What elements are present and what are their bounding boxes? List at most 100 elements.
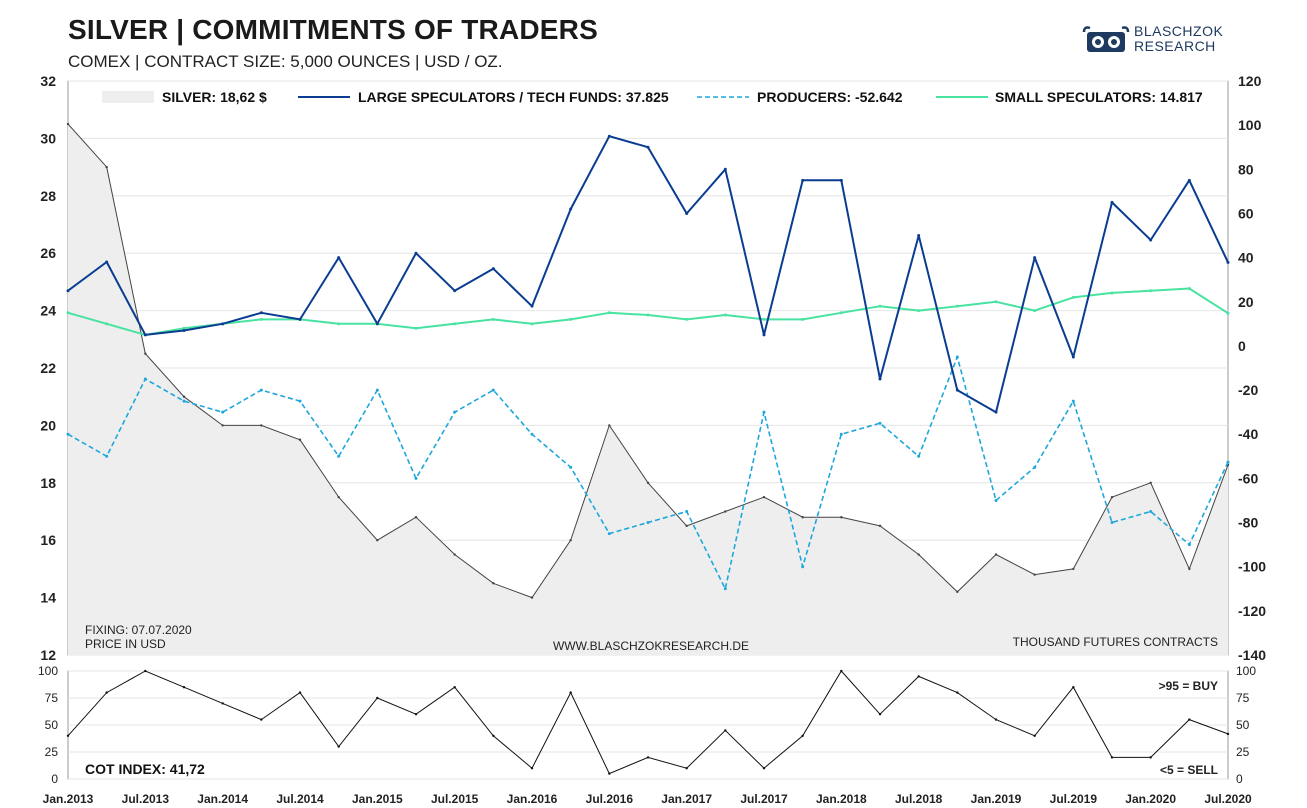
- cot-index-point: [801, 734, 804, 737]
- large-specs-point: [105, 260, 109, 264]
- cot-left-tick-label: 0: [51, 772, 58, 786]
- large-specs-point: [182, 328, 186, 332]
- left-axis-tick-label: 26: [40, 245, 56, 261]
- cot-index-point: [917, 675, 920, 678]
- producers-point: [839, 432, 843, 436]
- large-specs-point: [530, 304, 534, 308]
- silver-price-point: [608, 424, 611, 427]
- cot-index-point: [105, 691, 108, 694]
- large-specs-point: [1110, 200, 1114, 204]
- silver-price-point: [530, 596, 534, 599]
- cot-left-tick-label: 50: [45, 718, 59, 732]
- small-specs-point: [1187, 287, 1191, 291]
- producers-point: [66, 432, 70, 436]
- producers-point: [1226, 460, 1230, 464]
- cot-index-point: [1149, 756, 1152, 759]
- left-axis-tick-label: 24: [40, 303, 56, 319]
- cot-left-tick-label: 75: [45, 691, 59, 705]
- small-specs-point: [259, 317, 263, 321]
- small-specs-point: [1071, 295, 1075, 299]
- right-axis-tick-label: -60: [1238, 470, 1258, 486]
- small-specs-point: [453, 322, 457, 326]
- cot-left-tick-label: 100: [38, 664, 58, 678]
- cot-index-point: [1188, 718, 1191, 721]
- producers-point: [801, 565, 805, 569]
- small-specs-point: [723, 313, 727, 317]
- cot-index-point: [569, 691, 572, 694]
- small-specs-point: [646, 313, 650, 317]
- cot-right-tick-label: 50: [1236, 718, 1250, 732]
- right-axis-tick-label: -40: [1238, 426, 1258, 442]
- cot-index-point: [144, 669, 147, 673]
- large-specs-point: [685, 211, 689, 215]
- cot-index-point: [337, 745, 340, 748]
- silver-price-point: [1033, 573, 1036, 576]
- x-axis-tick-label: Jan.2018: [816, 792, 867, 806]
- large-specs-point: [917, 234, 921, 238]
- cot-index-point: [685, 767, 688, 770]
- buy-signal-note: >95 = BUY: [1159, 679, 1218, 693]
- right-axis-tick-label: -140: [1238, 647, 1266, 663]
- producers-point: [491, 388, 495, 392]
- producers-point: [878, 421, 882, 425]
- silver-price-point: [414, 516, 418, 519]
- producers-point: [1187, 543, 1191, 547]
- large-specs-point: [491, 267, 495, 271]
- large-specs-point: [1226, 260, 1230, 264]
- producers-point: [298, 399, 302, 403]
- silver-price-point: [453, 553, 456, 556]
- x-axis-tick-label: Jul.2020: [1204, 792, 1252, 806]
- large-specs-point: [66, 289, 70, 293]
- large-specs-point: [1033, 256, 1037, 260]
- silver-price-point: [994, 553, 998, 556]
- producers-point: [607, 532, 611, 536]
- legend-silver-label: SILVER: 18,62 $: [162, 89, 267, 105]
- right-axis-tick-label: 40: [1238, 250, 1254, 266]
- right-axis-tick-label: 120: [1238, 73, 1262, 89]
- left-axis-tick-label: 18: [40, 475, 56, 491]
- small-specs-point: [685, 317, 689, 321]
- watermark: WWW.BLASCHZOKRESEARCH.DE: [553, 639, 749, 653]
- cot-right-tick-label: 100: [1236, 664, 1256, 678]
- logo-emblem-icon: [1082, 26, 1130, 52]
- silver-price-point: [221, 424, 224, 427]
- producers-point: [530, 432, 534, 436]
- small-specs-point: [569, 317, 573, 321]
- cot-index-point: [1110, 756, 1114, 759]
- small-specs-point: [994, 300, 998, 304]
- large-specs-point: [723, 167, 727, 171]
- large-specs-point: [839, 178, 843, 182]
- right-axis-tick-label: 20: [1238, 294, 1254, 310]
- silver-price-point: [1149, 481, 1152, 484]
- x-axis-tick-label: Jan.2015: [352, 792, 403, 806]
- producers-point: [453, 410, 457, 414]
- right-axis-tick-label: 0: [1238, 338, 1246, 354]
- silver-price-point: [1072, 567, 1075, 571]
- cot-index-point: [414, 713, 418, 716]
- cot-index-point: [762, 767, 766, 770]
- cot-index-point: [453, 686, 456, 689]
- sell-signal-note: <5 = SELL: [1160, 763, 1218, 777]
- silver-price-point: [917, 553, 920, 556]
- cot-index-point: [1226, 732, 1230, 736]
- cot-index-point: [182, 686, 186, 689]
- x-axis-tick-label: Jan.2017: [661, 792, 712, 806]
- silver-price-point: [66, 122, 70, 126]
- producers-point: [182, 399, 186, 403]
- silver-price-point: [840, 516, 843, 519]
- producers-point: [569, 465, 573, 469]
- small-specs-point: [1226, 311, 1230, 315]
- large-specs-point: [762, 333, 766, 337]
- silver-price-point: [724, 510, 727, 513]
- large-specs-point: [453, 289, 457, 293]
- left-axis-tick-label: 30: [40, 130, 56, 146]
- cot-index-point: [1033, 734, 1036, 737]
- small-specs-point: [1149, 289, 1153, 293]
- small-specs-point: [105, 322, 109, 326]
- silver-price-point: [801, 516, 804, 519]
- small-specs-point: [66, 311, 70, 315]
- blaschzok-logo: BLASCHZOK RESEARCH: [1082, 24, 1232, 58]
- silver-price-point: [105, 165, 108, 169]
- left-axis-tick-label: 14: [40, 590, 56, 606]
